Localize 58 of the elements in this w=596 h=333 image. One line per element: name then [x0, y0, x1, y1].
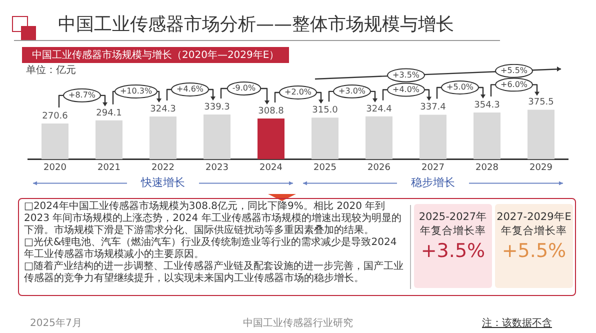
bar	[42, 124, 68, 160]
text: +8.7%	[68, 90, 96, 100]
text: +2.0%	[284, 88, 312, 97]
text: □随着产业结构的进一步调整、工业传感器产业链及配套设施的进一步完善，国产工业传感器的竞争力有望继续提升，以实现未来国内工业传感器市场的稳步增长。	[24, 261, 404, 285]
data-label: 315.0	[312, 106, 338, 116]
text: 2025-2027年	[418, 210, 488, 224]
x-tick-label: 2029	[530, 162, 553, 173]
bar	[366, 116, 392, 160]
x-tick-label: 2022	[152, 162, 174, 173]
text: 2027-2029年E	[496, 210, 572, 224]
bar	[150, 116, 176, 160]
x-tick-label: 2025	[314, 162, 336, 173]
text: +3.5%	[392, 70, 420, 80]
text: +4.0%	[392, 84, 420, 94]
data-label: 324.4	[366, 104, 392, 114]
bar	[204, 114, 230, 160]
text: 年复合增长率	[500, 224, 568, 238]
text: +5.0%	[446, 82, 474, 92]
text: □光伏&锂电池、汽车（燃油汽车）行业及传统制造业等行业的需求减少是导致2024年工业传感器市场规模减小的主要原因。	[24, 237, 398, 260]
bar	[258, 118, 284, 160]
data-label: 339.3	[204, 102, 230, 112]
data-label: 294.1	[96, 108, 122, 118]
bar	[96, 120, 122, 160]
x-tick-label: 2026	[368, 162, 391, 173]
data-label: 375.5	[528, 98, 554, 108]
bar	[420, 114, 446, 160]
text: 中国工业传感器行业研究	[243, 318, 353, 329]
text: +6.0%	[500, 80, 528, 89]
x-tick-label: 2024	[260, 162, 283, 173]
x-tick-label: 2028	[476, 162, 499, 173]
text: +10.3%	[120, 86, 152, 96]
y-axis-title: 单位：亿元	[26, 64, 76, 77]
x-tick-label: 2020	[44, 162, 67, 173]
text: 快速增长	[140, 176, 185, 190]
text: 2025年7月	[30, 317, 82, 330]
bar	[312, 118, 338, 160]
text: 稳步增长	[411, 176, 455, 190]
data-label: 337.4	[420, 102, 446, 113]
text: +5.5%	[500, 66, 528, 75]
text: □2024年中国工业传感器市场规模为308.8亿元，同比下降9%。相比 2020 年到 2023 年间市场规模的上涨态势，2024 年工业传感器市场规模的增速出现较为明显的下滑。市场规模下滑是下游需求分化、国际供应链扰动等多重因素叠加的结果。	[24, 201, 402, 236]
chart-title: 中国工业传感器市场分析——整体市场规模与增长	[58, 13, 454, 36]
bar	[474, 112, 500, 160]
x-tick-label: 2027	[422, 162, 444, 173]
x-tick-label: 2021	[98, 162, 120, 173]
bar	[528, 110, 554, 160]
chart-subtitle: 中国工业传感器市场规模与增长（2020年—2029年E）	[22, 47, 290, 63]
data-label: 354.3	[474, 100, 500, 110]
text: +5.5%	[500, 240, 568, 262]
data-label: 308.8	[258, 106, 284, 116]
text: +3.5%	[420, 240, 486, 262]
text: +3.0%	[338, 86, 366, 96]
text: 注：该数据不含	[482, 316, 552, 330]
text: 年复合增长率	[419, 224, 487, 238]
data-label: 270.6	[42, 111, 68, 122]
text: +4.6%	[176, 84, 204, 94]
x-tick-label: 2023	[206, 162, 228, 173]
text: -9.0%	[232, 84, 256, 93]
data-label: 324.3	[150, 104, 176, 114]
